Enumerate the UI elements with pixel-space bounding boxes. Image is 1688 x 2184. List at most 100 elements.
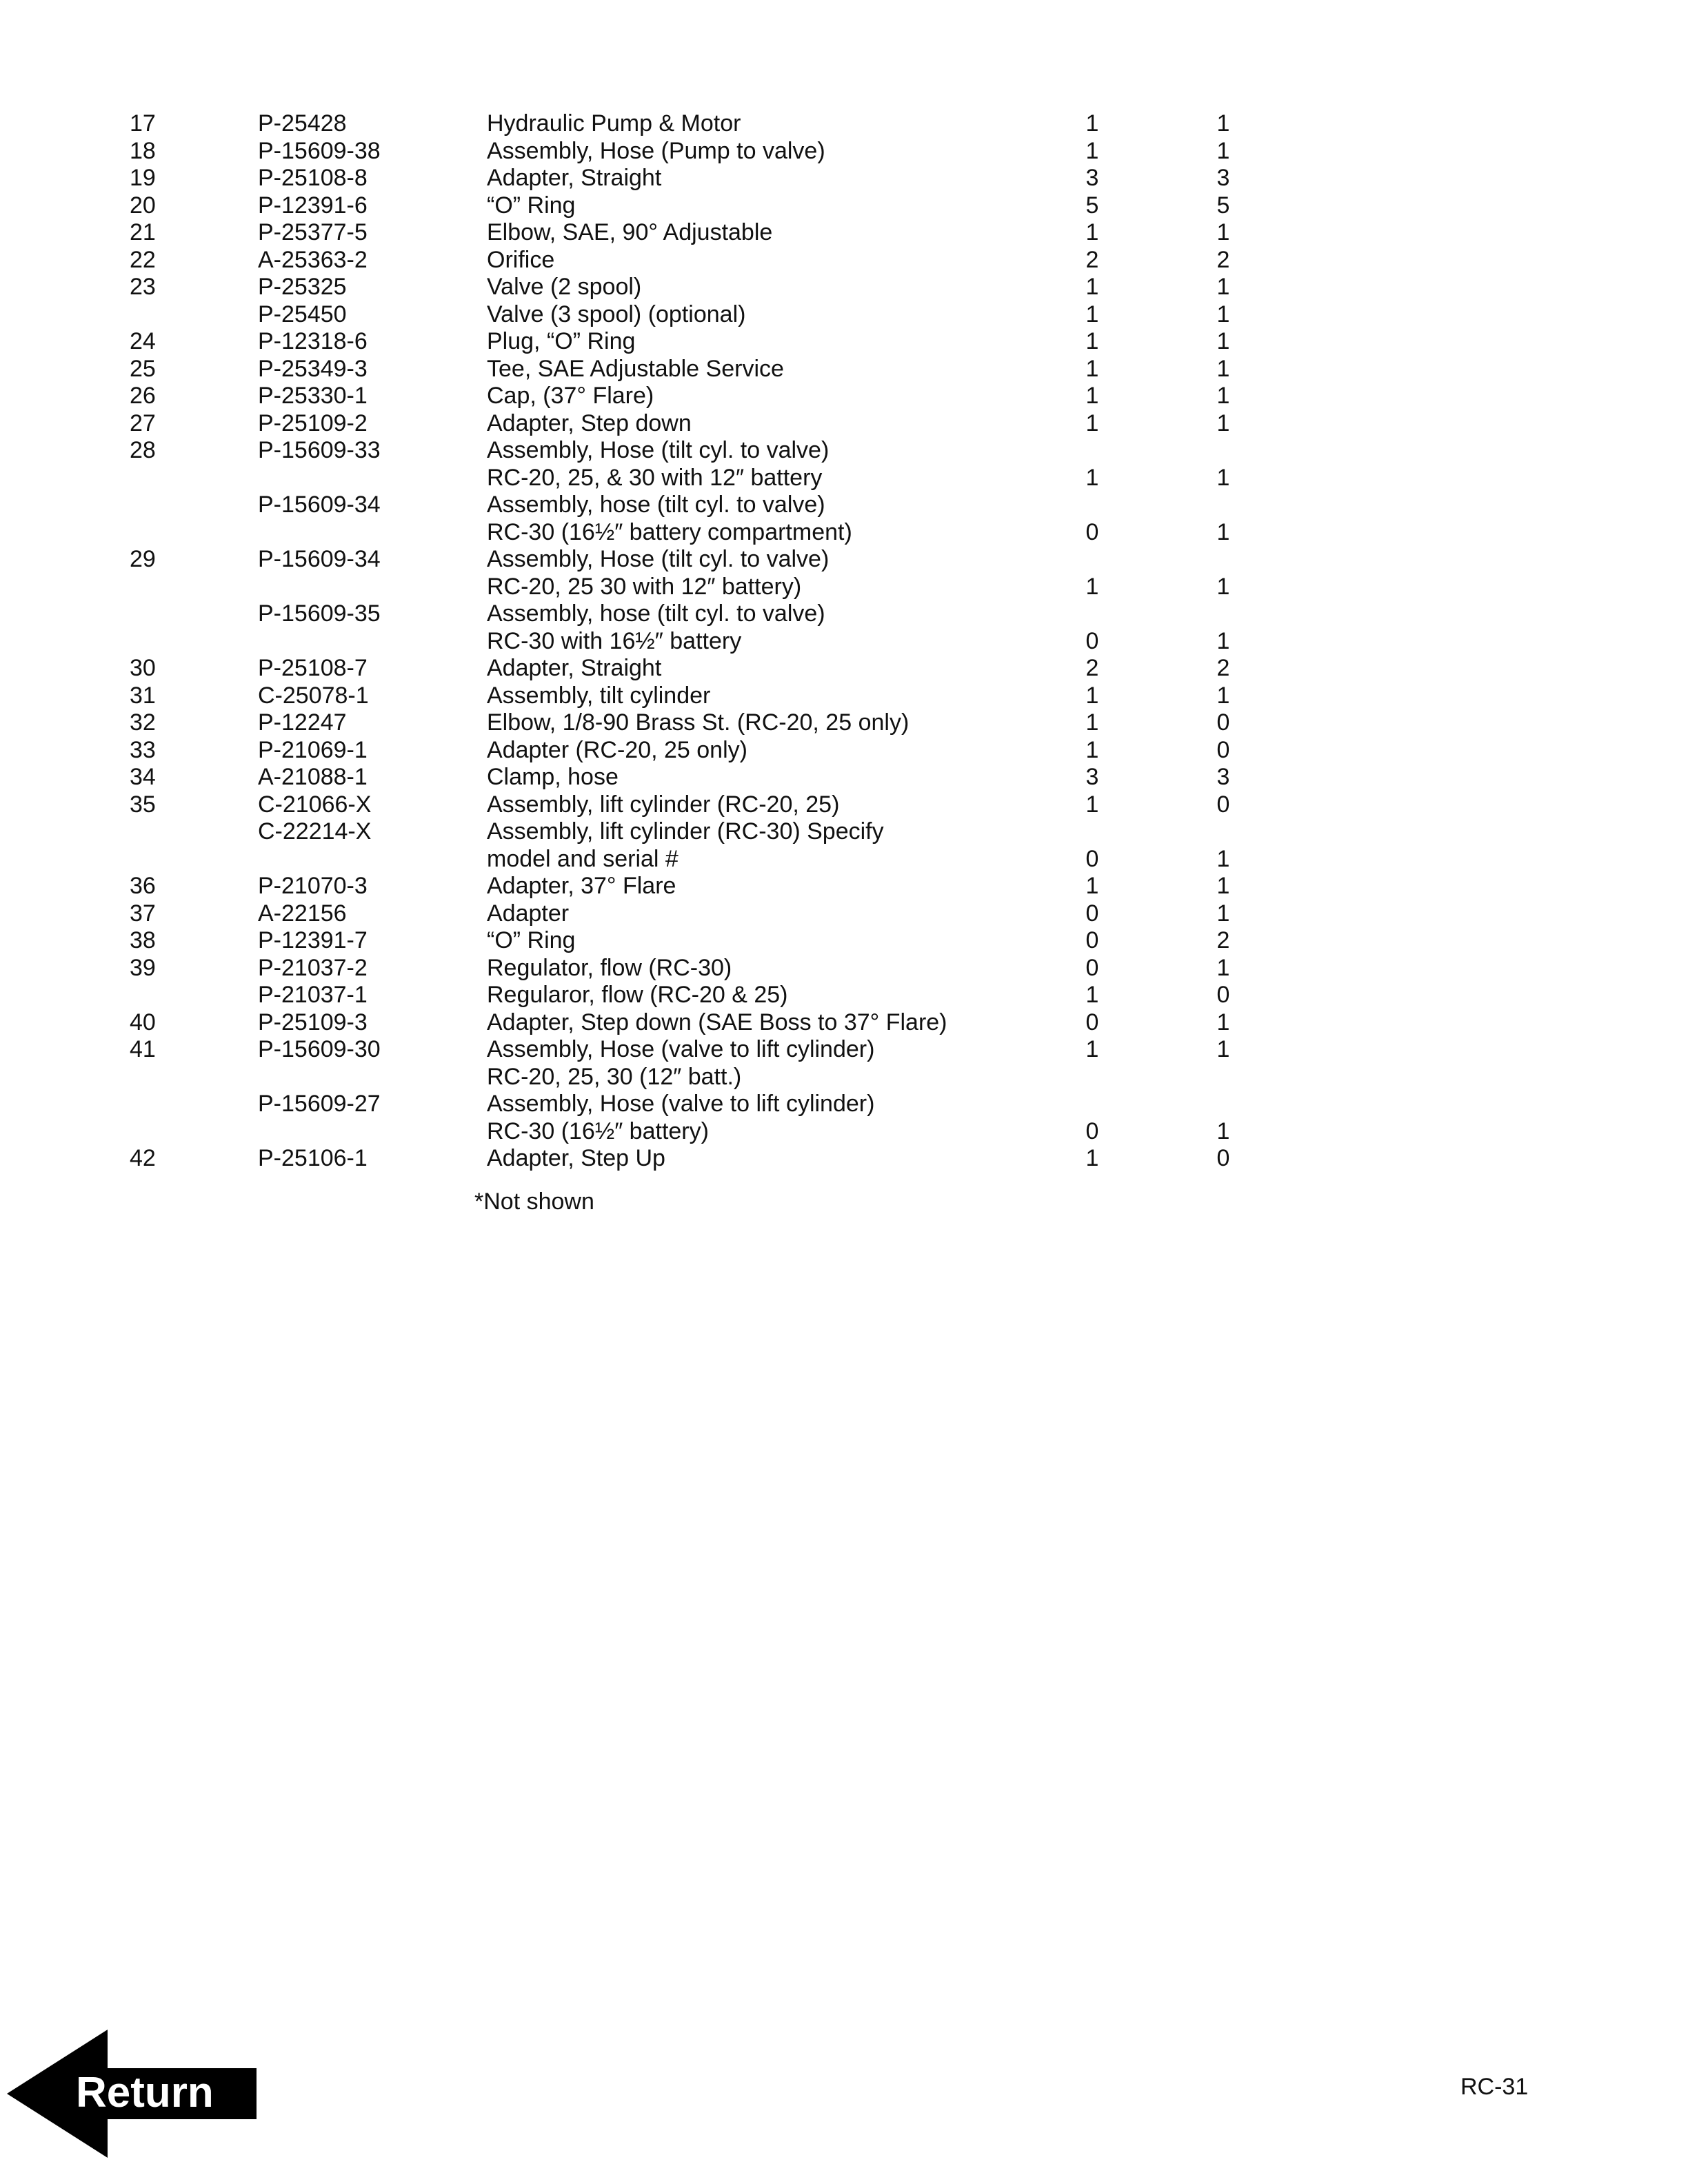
quantity-1: 1 [1085, 219, 1099, 245]
description: Orifice [487, 246, 555, 273]
table-row: RC-20, 25, & 30 with 12″ battery 1 1 [0, 465, 1688, 492]
quantity-2: 2 [1216, 246, 1230, 273]
quantity-2: 3 [1216, 764, 1230, 790]
description: Assembly, hose (tilt cyl. to valve) [487, 600, 825, 627]
description: model and serial # [487, 845, 679, 872]
quantity-2: 1 [1216, 328, 1230, 354]
description: Assembly, Hose (valve to lift cylinder) [487, 1091, 875, 1117]
item-number: 38 [130, 927, 156, 953]
quantity-1: 1 [1085, 383, 1099, 409]
quantity-2: 1 [1216, 627, 1230, 654]
table-row: 36 P-21070-3 Adapter, 37° Flare 1 1 [0, 873, 1688, 900]
item-number: 35 [130, 791, 156, 818]
part-number: C-22214-X [258, 818, 372, 845]
part-number: P-25330-1 [258, 383, 368, 409]
description: Assembly, hose (tilt cyl. to valve) [487, 492, 825, 518]
part-number: P-12247 [258, 709, 347, 736]
quantity-2: 1 [1216, 845, 1230, 872]
part-number: P-21070-3 [258, 873, 368, 899]
table-row: 22 A-25363-2 Orifice 2 2 [0, 247, 1688, 274]
footnote: *Not shown [474, 1189, 594, 1215]
quantity-1: 1 [1085, 573, 1099, 600]
item-number: 39 [130, 954, 156, 981]
table-row: 26 P-25330-1 Cap, (37° Flare) 1 1 [0, 383, 1688, 410]
quantity-1: 1 [1085, 982, 1099, 1008]
quantity-2: 3 [1216, 165, 1230, 191]
item-number: 19 [130, 165, 156, 191]
item-number: 30 [130, 655, 156, 681]
description: Assembly, Hose (Pump to valve) [487, 137, 825, 164]
table-row: model and serial # 0 1 [0, 846, 1688, 873]
table-row: 33 P-21069-1 Adapter (RC-20, 25 only) 1 0 [0, 737, 1688, 765]
table-row: 24 P-12318-6 Plug, “O” Ring 1 1 [0, 328, 1688, 356]
table-row: 27 P-25109-2 Adapter, Step down 1 1 [0, 410, 1688, 438]
description: Clamp, hose [487, 764, 619, 790]
table-row: 30 P-25108-7 Adapter, Straight 2 2 [0, 655, 1688, 682]
description: Adapter, 37° Flare [487, 873, 676, 899]
quantity-2: 0 [1216, 791, 1230, 818]
item-number: 26 [130, 383, 156, 409]
description: Adapter, Straight [487, 655, 662, 681]
item-number: 31 [130, 682, 156, 709]
table-row: 18 P-15609-38 Assembly, Hose (Pump to valv… [0, 138, 1688, 165]
part-number: P-21037-1 [258, 982, 368, 1008]
table-row: 21 P-25377-5 Elbow, SAE, 90° Adjustable 1 1 [0, 219, 1688, 247]
quantity-2: 0 [1216, 1145, 1230, 1171]
table-row: C-22214-X Assembly, lift cylinder (RC-30)… [0, 818, 1688, 846]
description: RC-30 (16½″ battery compartment) [487, 518, 852, 545]
description: Regularor, flow (RC-20 & 25) [487, 982, 788, 1008]
description: Hydraulic Pump & Motor [487, 110, 741, 136]
quantity-2: 1 [1216, 1036, 1230, 1062]
quantity-1: 1 [1085, 274, 1099, 300]
quantity-2: 0 [1216, 736, 1230, 763]
table-row: 39 P-21037-2 Regulator, flow (RC-30) 0 1 [0, 955, 1688, 982]
quantity-2: 1 [1216, 110, 1230, 136]
item-number: 23 [130, 274, 156, 300]
quantity-1: 1 [1085, 301, 1099, 327]
part-number: P-15609-33 [258, 437, 381, 463]
quantity-1: 1 [1085, 410, 1099, 436]
part-number: P-12318-6 [258, 328, 368, 354]
quantity-2: 2 [1216, 655, 1230, 681]
table-row: 35 C-21066-X Assembly, lift cylinder (RC-2… [0, 791, 1688, 819]
page-number: RC-31 [1460, 2074, 1529, 2100]
description: Tee, SAE Adjustable Service [487, 355, 784, 382]
table-row: 23 P-25325 Valve (2 spool) 1 1 [0, 274, 1688, 301]
description: Adapter, Straight [487, 165, 662, 191]
quantity-1: 0 [1085, 518, 1099, 545]
description: Elbow, 1/8-90 Brass St. (RC-20, 25 only) [487, 709, 910, 736]
description: Valve (3 spool) (optional) [487, 301, 746, 327]
quantity-1: 0 [1085, 1009, 1099, 1035]
table-row: 25 P-25349-3 Tee, SAE Adjustable Service 1 1 [0, 356, 1688, 383]
description: RC-20, 25, & 30 with 12″ battery [487, 464, 823, 491]
quantity-2: 1 [1216, 219, 1230, 245]
quantity-2: 1 [1216, 137, 1230, 164]
table-row: RC-30 (16½″ battery) 0 1 [0, 1118, 1688, 1146]
part-number: A-22156 [258, 900, 347, 927]
item-number: 29 [130, 546, 156, 572]
part-number: P-15609-38 [258, 137, 381, 164]
quantity-1: 1 [1085, 682, 1099, 709]
quantity-1: 1 [1085, 1145, 1099, 1171]
table-row: 17 P-25428 Hydraulic Pump & Motor 1 1 [0, 110, 1688, 138]
item-number: 40 [130, 1009, 156, 1035]
description: RC-30 (16½″ battery) [487, 1118, 709, 1144]
item-number: 33 [130, 736, 156, 763]
return-button[interactable]: Return [7, 2030, 259, 2158]
quantity-2: 1 [1216, 954, 1230, 981]
part-number: P-21069-1 [258, 736, 368, 763]
quantity-1: 1 [1085, 355, 1099, 382]
quantity-1: 1 [1085, 328, 1099, 354]
table-row: RC-20, 25 30 with 12″ battery) 1 1 [0, 574, 1688, 601]
table-row: 37 A-22156 Adapter 0 1 [0, 900, 1688, 928]
quantity-2: 5 [1216, 192, 1230, 219]
quantity-1: 2 [1085, 655, 1099, 681]
item-number: 34 [130, 764, 156, 790]
table-row: P-15609-27 Assembly, Hose (valve to lift … [0, 1091, 1688, 1118]
description: RC-20, 25, 30 (12″ batt.) [487, 1063, 742, 1090]
quantity-2: 1 [1216, 274, 1230, 300]
part-number: P-12391-7 [258, 927, 368, 953]
quantity-1: 0 [1085, 927, 1099, 953]
description: Adapter, Step down [487, 410, 692, 436]
item-number: 37 [130, 900, 156, 927]
